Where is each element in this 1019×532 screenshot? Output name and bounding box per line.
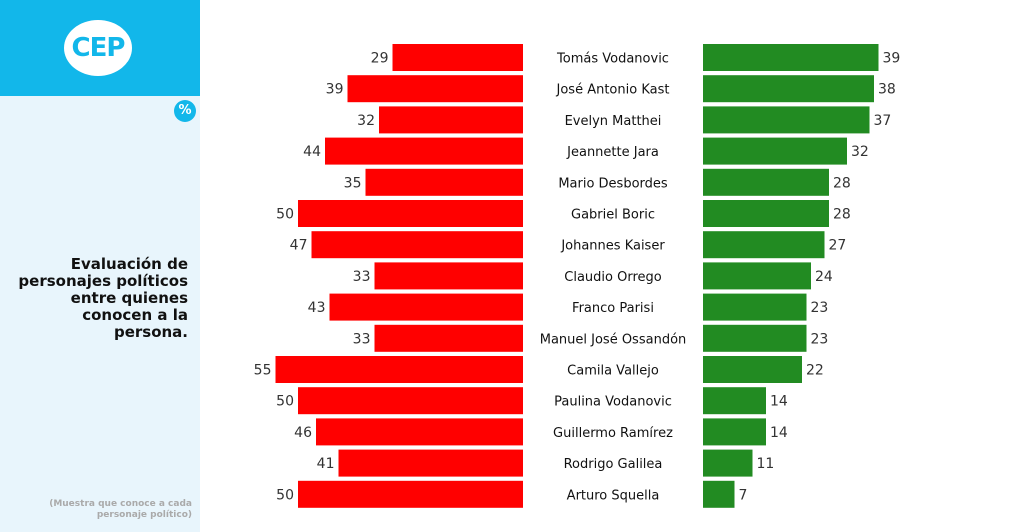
category-label: José Antonio Kast [556,83,670,98]
sidebar: CEP % Evaluación de personajes políticos… [0,0,200,532]
category-label: Gabriel Boric [571,208,655,223]
positive-value-label: 23 [811,300,829,316]
positive-value-label: 22 [806,363,824,379]
positive-bar [703,387,766,415]
negative-bar [374,324,523,352]
negative-value-label: 43 [308,300,326,316]
negative-value-label: 47 [290,238,308,254]
chart-title: Evaluación de personajes políticos entre… [18,255,188,341]
positive-bar [703,168,829,196]
category-label: Franco Parisi [572,301,654,316]
category-label: Paulina Vodanovic [554,395,672,410]
positive-value-label: 27 [829,238,847,254]
negative-bar [392,44,523,71]
negative-bar [329,293,523,321]
negative-value-label: 39 [326,82,344,98]
positive-bar [703,418,766,446]
category-label: Camila Vallejo [567,364,659,379]
positive-bar [703,106,870,134]
negative-value-label: 44 [303,144,321,160]
category-label: Mario Desbordes [558,176,668,191]
positive-bar [703,75,874,103]
negative-bar [325,137,523,165]
category-label: Rodrigo Galilea [564,457,663,472]
sample-note: (Muestra que conoce a cada personaje pol… [49,499,192,520]
negative-value-label: 35 [344,175,362,191]
positive-value-label: 23 [811,331,829,347]
positive-value-label: 39 [883,51,901,67]
negative-value-label: 41 [317,456,335,472]
category-label: Jeannette Jara [566,145,659,160]
negative-bar [338,449,523,477]
category-label: Tomás Vodanovic [556,52,669,67]
negative-bar [298,387,523,415]
negative-bar [379,106,523,134]
positive-value-label: 38 [878,82,896,98]
positive-bar [703,231,825,259]
cep-logo: CEP [71,33,126,63]
negative-bar [347,75,523,103]
positive-bar [703,449,753,477]
positive-bar [703,137,847,165]
category-label: Guillermo Ramírez [553,426,673,441]
negative-bar [298,200,523,227]
positive-value-label: 24 [815,269,833,285]
negative-value-label: 33 [353,269,371,285]
logo-area: CEP [0,0,200,96]
positive-bar [703,262,811,290]
logo-circle [64,20,132,76]
negative-value-label: 46 [294,425,312,441]
negative-bar [311,231,523,259]
positive-value-label: 28 [833,175,851,191]
category-label: Manuel José Ossandón [540,332,687,347]
positive-bar [703,480,735,508]
negative-bar [298,480,523,508]
positive-value-label: 7 [739,487,748,503]
positive-value-label: 11 [757,456,775,472]
negative-bar [275,356,523,383]
category-label: Johannes Kaiser [560,239,665,254]
negative-bar [365,168,523,196]
positive-value-label: 28 [833,207,851,223]
negative-value-label: 50 [276,207,294,223]
positive-bar [703,293,807,321]
positive-bar [703,200,829,227]
positive-value-label: 37 [874,113,892,129]
positive-value-label: 32 [851,144,869,160]
negative-bar [374,262,523,290]
negative-value-label: 50 [276,394,294,410]
negative-value-label: 55 [254,363,272,379]
category-label: Evelyn Matthei [565,114,662,129]
category-label: Arturo Squella [567,488,660,503]
positive-value-label: 14 [770,394,788,410]
negative-value-label: 32 [357,113,375,129]
category-label: Claudio Orrego [564,270,662,285]
positive-bar [703,324,807,352]
percent-badge: % [174,100,196,122]
negative-value-label: 33 [353,331,371,347]
positive-bar [703,356,802,383]
negative-value-label: 29 [371,51,389,67]
positive-value-label: 14 [770,425,788,441]
negative-bar [316,418,523,446]
negative-value-label: 50 [276,487,294,503]
positive-bar [703,44,879,71]
